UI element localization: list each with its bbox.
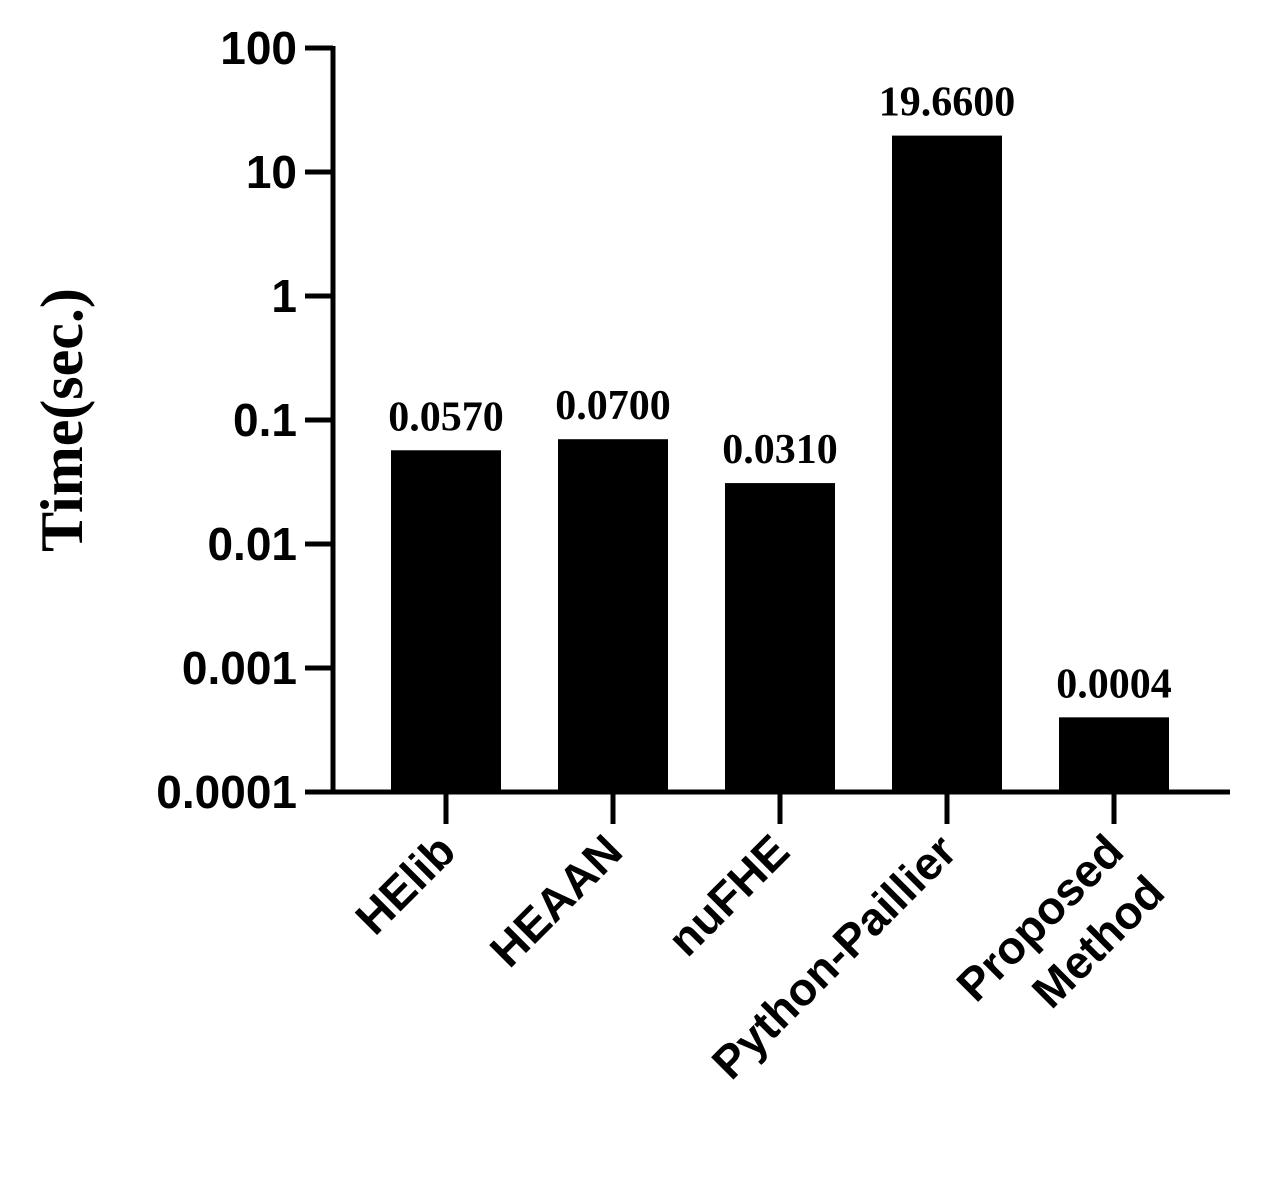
data-label: 0.0004 <box>1056 661 1172 707</box>
bar <box>558 439 668 792</box>
bars: 0.0570 0.0700 0.0310 19.6600 0.0004 <box>388 80 1172 792</box>
bar <box>1059 717 1169 792</box>
x-tick-label: nuFHE <box>658 824 800 966</box>
bar <box>725 483 835 792</box>
data-label: 19.6600 <box>879 80 1016 126</box>
x-tick-label-line: nuFHE <box>658 824 800 966</box>
y-tick-label: 0.0001 <box>156 766 297 818</box>
y-tick-label: 0.1 <box>233 394 297 446</box>
y-tick-label: 1 <box>271 270 297 322</box>
x-tick-label: HElib <box>345 824 465 944</box>
y-tick-label: 10 <box>246 146 297 198</box>
y-tick-label: 100 <box>220 22 297 74</box>
y-axis-title-group: Time(sec.) <box>29 288 95 552</box>
bar <box>391 450 501 792</box>
x-tick-label-line: HEAAN <box>480 824 632 976</box>
x-tick-label: HEAAN <box>480 824 632 976</box>
x-tick-label-line: HElib <box>345 824 465 944</box>
x-tick-label: ProposedMethod <box>946 824 1174 1052</box>
y-axis-title: Time(sec.) <box>29 288 95 552</box>
data-label: 0.0310 <box>722 427 838 473</box>
y-tick-label: 0.01 <box>207 518 297 570</box>
data-label: 0.0570 <box>388 394 504 440</box>
y-axis: 100 10 1 0.1 0.01 0.001 0.0001 <box>156 22 336 818</box>
x-axis: HElib HEAAN nuFHEPython-PaillierProposedMe… <box>333 789 1230 1089</box>
data-label: 0.0700 <box>555 383 671 429</box>
bar <box>892 135 1002 792</box>
y-tick-label: 0.001 <box>182 642 297 694</box>
